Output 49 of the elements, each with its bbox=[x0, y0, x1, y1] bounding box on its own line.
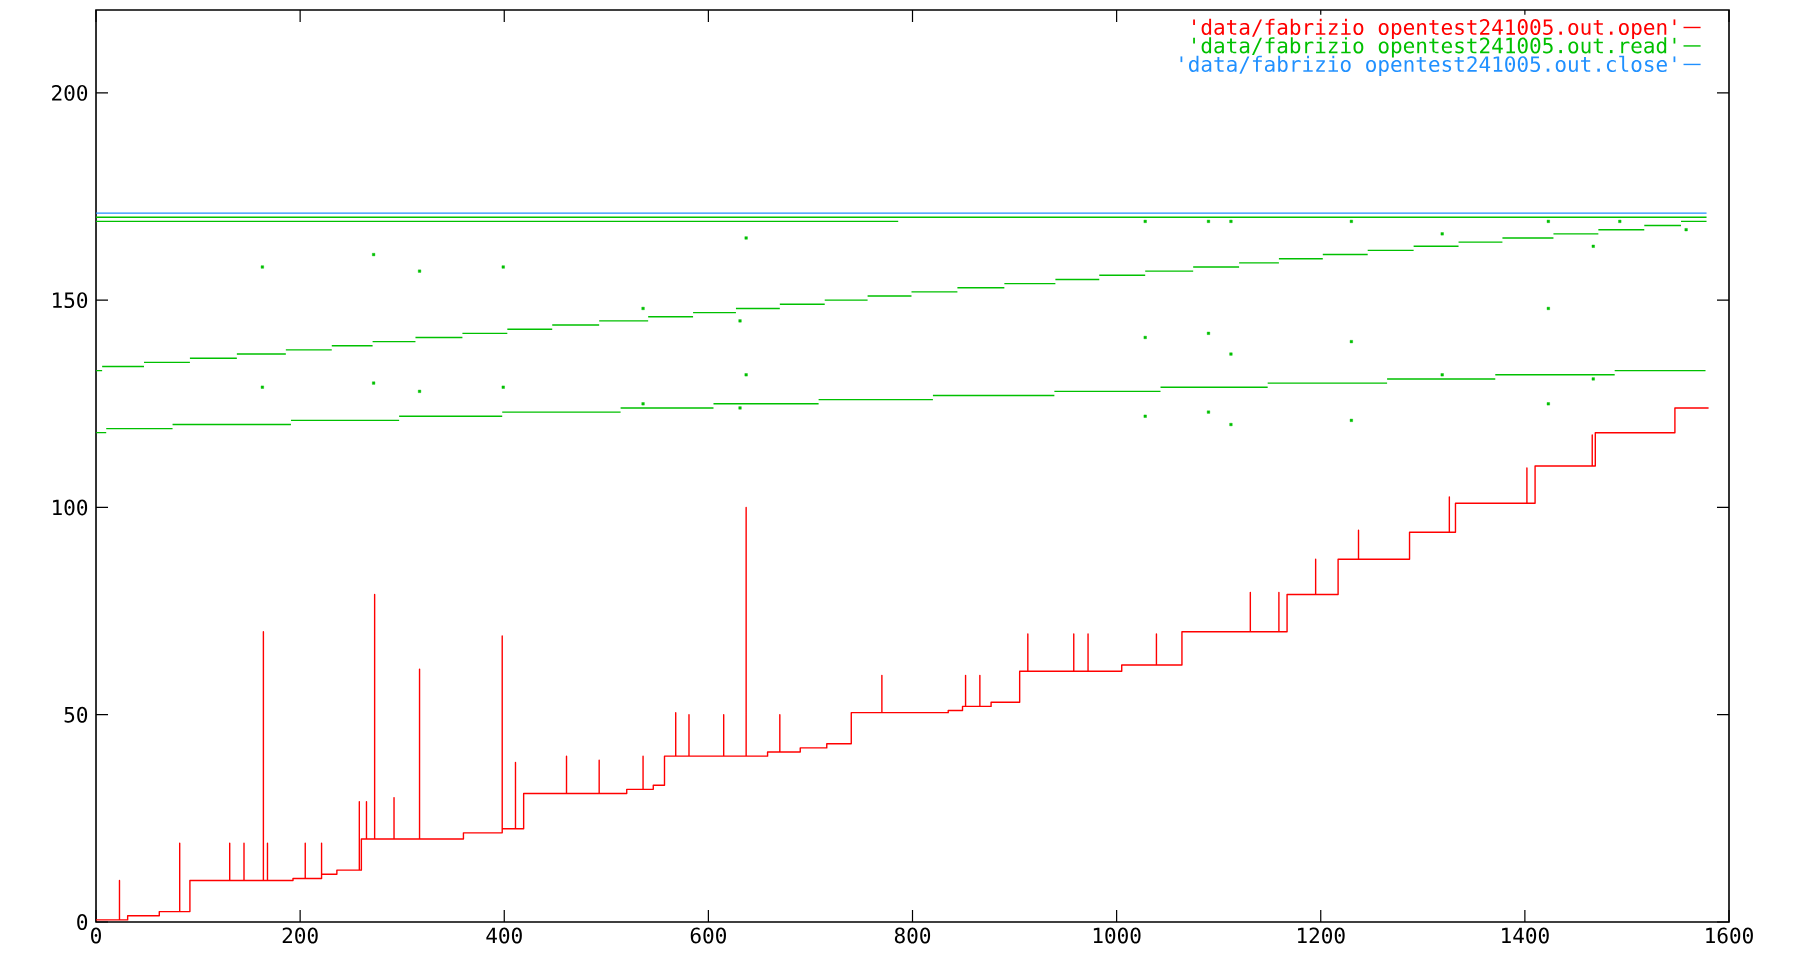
point bbox=[738, 319, 742, 323]
point bbox=[260, 265, 264, 269]
point bbox=[372, 253, 376, 257]
y-tick-label: 50 bbox=[64, 706, 88, 723]
point bbox=[1591, 377, 1595, 381]
point bbox=[260, 385, 264, 389]
point bbox=[1591, 244, 1595, 248]
x-tick-label: 200 bbox=[282, 927, 318, 944]
point bbox=[1440, 232, 1444, 236]
x-tick-label: 400 bbox=[486, 927, 522, 944]
x-tick-label: 1600 bbox=[1706, 927, 1753, 944]
x-tick-label: 800 bbox=[894, 927, 931, 944]
point bbox=[1229, 352, 1233, 356]
point bbox=[1546, 402, 1550, 406]
point bbox=[501, 385, 505, 389]
point bbox=[641, 306, 645, 310]
point bbox=[418, 269, 422, 273]
point bbox=[738, 406, 742, 410]
point bbox=[1229, 423, 1233, 427]
point bbox=[1143, 414, 1147, 418]
point bbox=[1349, 418, 1353, 422]
point bbox=[1206, 331, 1210, 335]
point bbox=[1618, 219, 1622, 223]
point bbox=[1546, 219, 1550, 223]
point bbox=[418, 389, 422, 393]
x-tick-label: 600 bbox=[690, 927, 726, 944]
point bbox=[1206, 410, 1210, 414]
y-tick-label: 150 bbox=[53, 292, 88, 309]
x-tick-label: 1200 bbox=[1297, 927, 1345, 944]
point bbox=[1349, 340, 1353, 344]
point bbox=[744, 373, 748, 377]
x-tick-label: 1000 bbox=[1093, 927, 1141, 944]
point bbox=[1440, 373, 1444, 377]
x-tick-label: 0 bbox=[91, 927, 101, 944]
y-tick-label: 0 bbox=[77, 914, 88, 930]
point bbox=[641, 402, 645, 406]
point bbox=[1349, 219, 1353, 223]
point bbox=[1143, 219, 1147, 223]
point bbox=[1206, 219, 1210, 223]
point bbox=[501, 265, 505, 269]
point bbox=[1229, 219, 1233, 223]
point bbox=[1546, 306, 1550, 310]
y-tick-label: 200 bbox=[52, 84, 88, 101]
point bbox=[744, 236, 748, 240]
x-tick-label: 1400 bbox=[1502, 927, 1549, 944]
point bbox=[1684, 228, 1688, 232]
point bbox=[1143, 335, 1147, 339]
y-tick-label: 100 bbox=[53, 499, 88, 516]
point bbox=[372, 381, 376, 385]
